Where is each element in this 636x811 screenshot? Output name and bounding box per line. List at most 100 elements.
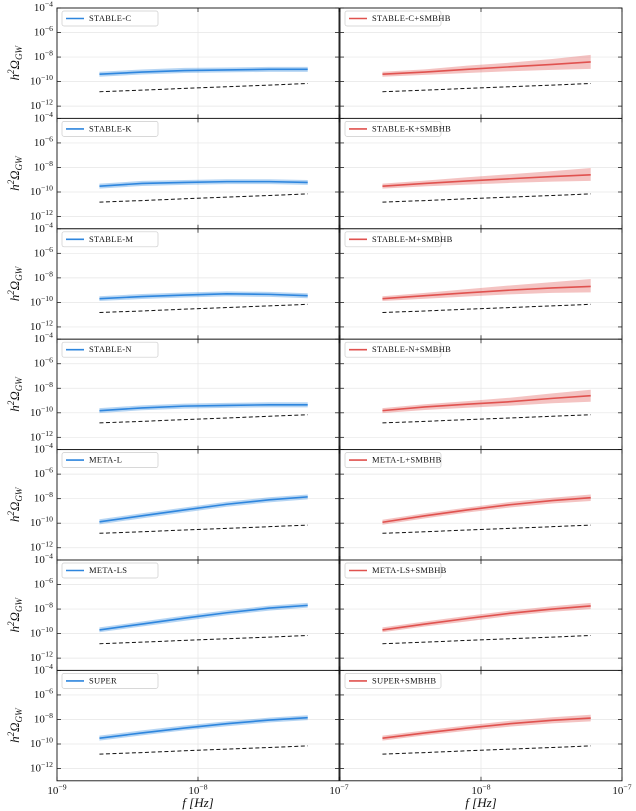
reference-line: [382, 745, 591, 755]
y-tick-label: 10−10​: [30, 73, 53, 87]
uncertainty-band: [382, 389, 591, 414]
legend-label: SUPER+SMBHB: [372, 675, 436, 685]
legend-label: STABLE-N+SMBHB: [372, 344, 451, 354]
y-tick-label: 10−12​: [30, 318, 53, 332]
panel: STABLE-N+SMBHB: [339, 338, 623, 451]
legend-label: META-L: [89, 455, 122, 465]
median-line: [99, 293, 308, 300]
y-tick-label: 10−4​: [34, 0, 53, 14]
reference-line: [382, 635, 591, 645]
panel: META-LS+SMBHB: [339, 559, 623, 671]
median-line: [382, 174, 591, 187]
y-tick-label: 10−8​: [34, 159, 53, 173]
median-line: [382, 394, 591, 412]
y-tick-label: 10−6​: [34, 576, 53, 590]
legend-box: [61, 10, 159, 27]
reference-line: [99, 83, 308, 93]
panel: 10−12​ 10−10​ 10−8​ 10−6​ 10−4​ STABLE-K h2​ΩG…: [6, 110, 340, 230]
panel: STABLE-M+SMBHB: [339, 228, 623, 340]
x-tick-label: 10−7​: [329, 782, 348, 796]
median-line: [382, 605, 591, 631]
legend-box: [344, 452, 442, 468]
legend-label: STABLE-N: [89, 344, 132, 354]
reference-line: [99, 193, 308, 203]
y-axis-label: h2​ΩGW​: [6, 155, 24, 191]
median-line: [99, 716, 308, 739]
y-tick-label: 10−4​: [34, 110, 53, 124]
y-axis-label: h2​ΩGW​: [6, 707, 24, 743]
y-axis-label: h2​ΩGW​: [6, 486, 24, 522]
legend-box: [344, 121, 442, 137]
y-tick-label: 10−6​: [34, 24, 53, 38]
reference-line: [99, 524, 308, 534]
reference-line: [99, 635, 308, 645]
panel: META-L+SMBHB: [339, 449, 623, 561]
y-tick-label: 10−12​: [30, 429, 53, 443]
panel: 10−12​ 10−10​ 10−8​ 10−6​ 10−4​ META-LS h2​ΩGW…: [6, 551, 340, 671]
reference-line: [382, 303, 591, 314]
median-line: [99, 180, 308, 187]
median-line: [382, 61, 591, 76]
legend-label: STABLE-K: [89, 123, 132, 133]
median-line: [99, 403, 308, 412]
y-tick-label: 10−6​: [34, 134, 53, 148]
y-tick-label: 10−10​: [30, 294, 53, 308]
y-tick-label: 10−6​: [34, 465, 53, 479]
legend-box: [61, 231, 159, 248]
panel: STABLE-K+SMBHB: [339, 117, 623, 230]
median-line: [99, 604, 308, 631]
legend-box: [344, 341, 442, 358]
reference-line: [382, 193, 591, 203]
x-tick-label: 10−8​: [188, 782, 207, 796]
y-axis-label: h2​ΩGW​: [6, 265, 24, 301]
x-axis-label: f [Hz]: [465, 795, 496, 810]
legend-label: STABLE-M: [89, 234, 133, 244]
y-axis-label: h2​ΩGW​: [6, 596, 24, 632]
y-tick-label: 10−4​: [34, 441, 53, 455]
plot-frame: [56, 669, 340, 782]
legend-box: [344, 673, 442, 689]
y-tick-label: 10−8​: [34, 48, 53, 62]
legend-label: STABLE-K+SMBHB: [372, 123, 451, 133]
y-tick-label: 10−10​: [30, 404, 53, 418]
y-tick-label: 10−6​: [34, 686, 53, 700]
legend-label: SUPER: [89, 675, 117, 685]
legend-box: [61, 452, 159, 468]
y-tick-label: 10−10​: [30, 515, 53, 529]
median-line: [382, 496, 591, 524]
panel: 10−12​ 10−10​ 10−8​ 10−6​ 10−4​ STABLE-C h2​ΩG…: [6, 0, 340, 119]
legend-box: [344, 562, 442, 579]
median-line: [99, 68, 308, 76]
y-tick-label: 10−8​: [34, 490, 53, 504]
y-axis-label: h2​ΩGW​: [6, 376, 24, 412]
legend-box: [61, 121, 159, 137]
legend-label: STABLE-M+SMBHB: [372, 234, 453, 244]
median-line: [382, 285, 591, 300]
panel: STABLE-C+SMBHB: [339, 7, 623, 119]
legend-label: META-LS+SMBHB: [372, 565, 447, 575]
legend-label: STABLE-C: [89, 13, 131, 23]
legend-label: META-LS: [89, 565, 127, 575]
y-tick-label: 10−10​: [30, 183, 53, 197]
legend-box: [61, 562, 159, 579]
y-tick-label: 10−4​: [34, 662, 53, 676]
legend-box: [344, 10, 442, 27]
plot-frame: [339, 669, 623, 782]
y-tick-label: 10−12​: [30, 649, 53, 663]
panel: 10−12​ 10−10​ 10−8​ 10−6​ 10−4​ META-L h2​ΩGW​: [6, 441, 340, 561]
y-tick-label: 10−10​: [30, 735, 53, 749]
legend-label: META-L+SMBHB: [372, 455, 442, 465]
y-tick-label: 10−12​: [30, 760, 53, 774]
legend-label: STABLE-C+SMBHB: [372, 13, 451, 23]
y-tick-label: 10−6​: [34, 245, 53, 259]
panel: 10−12​ 10−10​ 10−8​ 10−6​ 10−4​ 10−9​ 10−8​ 10−…: [6, 662, 349, 810]
legend-box: [61, 673, 159, 689]
legend-box: [344, 231, 442, 248]
y-tick-label: 10−8​: [34, 711, 53, 725]
y-axis-label: h2​ΩGW​: [6, 44, 24, 80]
y-tick-label: 10−6​: [34, 355, 53, 369]
y-tick-label: 10−8​: [34, 600, 53, 614]
y-tick-label: 10−8​: [34, 380, 53, 394]
y-tick-label: 10−12​: [30, 208, 53, 222]
